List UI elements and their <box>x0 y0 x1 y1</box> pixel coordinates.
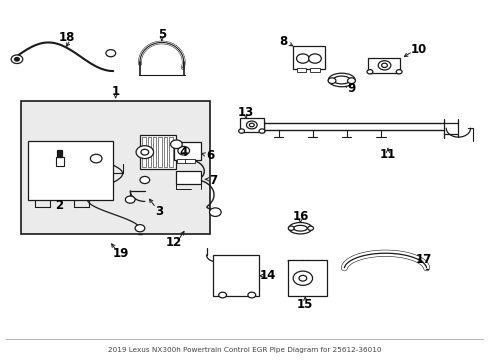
Ellipse shape <box>332 76 349 84</box>
Bar <box>176 171 201 184</box>
Circle shape <box>308 54 321 63</box>
Circle shape <box>140 176 149 184</box>
Circle shape <box>366 69 372 74</box>
Text: 2019 Lexus NX300h Powertrain Control EGR Pipe Diagram for 25612-36010: 2019 Lexus NX300h Powertrain Control EGR… <box>107 347 381 353</box>
Bar <box>368 58 399 73</box>
Circle shape <box>90 154 102 163</box>
Text: 3: 3 <box>155 204 163 217</box>
Bar <box>147 137 151 167</box>
Circle shape <box>136 146 153 158</box>
Circle shape <box>395 69 401 74</box>
Text: 15: 15 <box>297 298 313 311</box>
Bar <box>163 137 167 167</box>
Text: 7: 7 <box>208 174 217 186</box>
Ellipse shape <box>246 121 257 129</box>
Circle shape <box>209 208 221 216</box>
Circle shape <box>170 140 182 149</box>
Bar <box>153 137 156 167</box>
Text: 19: 19 <box>112 247 128 260</box>
Bar <box>309 68 319 72</box>
Text: 18: 18 <box>59 31 75 44</box>
Ellipse shape <box>249 123 254 127</box>
Bar <box>177 159 187 163</box>
Circle shape <box>296 54 308 63</box>
Bar <box>169 137 172 167</box>
Circle shape <box>247 292 255 298</box>
Circle shape <box>298 275 306 281</box>
Circle shape <box>292 271 312 285</box>
Text: 9: 9 <box>346 82 355 95</box>
Bar <box>21 102 210 234</box>
Bar <box>212 255 259 296</box>
Circle shape <box>15 58 20 61</box>
Bar <box>57 150 62 157</box>
Circle shape <box>125 196 135 203</box>
Circle shape <box>178 147 189 155</box>
Ellipse shape <box>381 63 386 67</box>
Bar <box>158 137 162 167</box>
Ellipse shape <box>293 225 306 231</box>
Circle shape <box>238 129 244 133</box>
Bar <box>239 118 264 132</box>
Bar <box>56 157 63 166</box>
Ellipse shape <box>288 222 311 234</box>
Bar <box>174 143 201 160</box>
Circle shape <box>141 149 148 155</box>
Bar <box>287 260 326 296</box>
Bar <box>142 137 145 167</box>
Text: 6: 6 <box>206 149 214 162</box>
Text: 5: 5 <box>158 28 165 41</box>
Circle shape <box>307 226 313 230</box>
Circle shape <box>347 78 355 84</box>
Circle shape <box>135 225 144 232</box>
Text: 10: 10 <box>409 43 426 56</box>
Text: 2: 2 <box>55 198 62 212</box>
Circle shape <box>259 129 264 133</box>
Circle shape <box>106 50 116 57</box>
Text: 14: 14 <box>259 269 275 282</box>
Ellipse shape <box>377 61 390 70</box>
Circle shape <box>327 78 335 84</box>
Bar <box>140 135 176 169</box>
Text: 11: 11 <box>379 148 395 161</box>
Text: 8: 8 <box>279 35 287 48</box>
Bar <box>296 68 305 72</box>
Ellipse shape <box>328 73 354 87</box>
Text: 16: 16 <box>292 210 308 223</box>
Bar <box>28 141 113 200</box>
Text: 17: 17 <box>414 253 431 266</box>
Text: 13: 13 <box>237 105 254 119</box>
Bar <box>292 46 324 69</box>
Circle shape <box>287 226 293 230</box>
Bar <box>185 159 195 163</box>
Text: 1: 1 <box>111 85 120 98</box>
Circle shape <box>218 292 226 298</box>
Text: 12: 12 <box>165 236 182 249</box>
Circle shape <box>11 55 23 64</box>
Text: 4: 4 <box>179 146 187 159</box>
